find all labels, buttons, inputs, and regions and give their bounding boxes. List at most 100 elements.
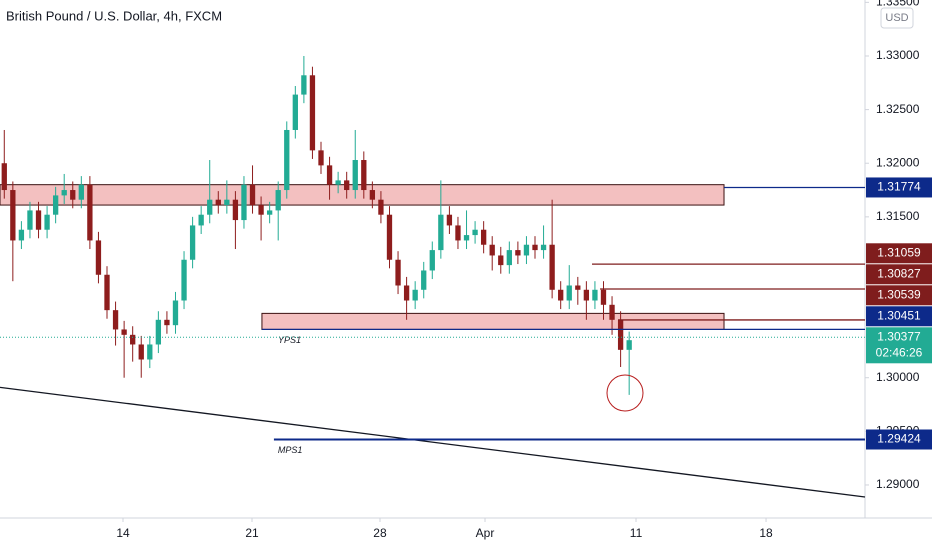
plot: YPS1 MPS1 [0, 55, 866, 498]
price-label-box [866, 264, 932, 285]
candle-body [403, 285, 410, 301]
candle-body [549, 244, 555, 290]
candle-body [395, 259, 401, 286]
candle-body [489, 244, 495, 256]
candle-body [463, 235, 470, 241]
candle-body [181, 259, 187, 301]
price-label: 1.30451 [877, 308, 921, 322]
candle-body [480, 229, 487, 245]
y-tick-label: 1.33500 [876, 0, 920, 9]
candle-body [609, 304, 615, 320]
candle-body [301, 75, 307, 95]
candle-body [626, 340, 632, 350]
candle-body [523, 244, 530, 256]
candle-body [421, 270, 427, 290]
current-price-label: 1.30377 [877, 329, 921, 343]
candle-body [70, 190, 76, 200]
candle-body [52, 195, 59, 215]
candle-body [198, 214, 204, 226]
zone [261, 312, 725, 330]
candle-body [224, 199, 230, 206]
candle-body [455, 225, 461, 241]
candle-body [35, 210, 42, 230]
x-tick-label: 11 [630, 526, 643, 540]
candle-body [266, 210, 273, 215]
level-label: MPS1 [278, 445, 303, 455]
candle-body [78, 184, 84, 200]
x-tick-label: 21 [245, 526, 259, 540]
candle-body [369, 190, 376, 200]
candle-body [112, 310, 119, 330]
candle-body [335, 180, 341, 185]
candle-body [326, 165, 333, 185]
candle-body [87, 184, 93, 241]
highlight-circle [606, 374, 644, 412]
trendline [0, 386, 866, 498]
candle-body [532, 244, 538, 251]
candle-body [232, 199, 239, 221]
candle-body [309, 75, 316, 151]
y-tick-label: 1.31500 [876, 209, 920, 223]
candle-body [600, 289, 607, 305]
candle-body [583, 289, 590, 301]
x-tick-label: 14 [116, 526, 130, 540]
x-tick-label: Apr [476, 526, 495, 540]
candle-body [172, 300, 179, 326]
candle-body [18, 229, 25, 241]
candle-body [207, 199, 213, 215]
candle-body [558, 289, 564, 301]
candle-body [138, 344, 144, 360]
countdown: 02:46:26 [876, 345, 923, 359]
candle-body [498, 255, 504, 266]
candle-body [284, 129, 290, 191]
x-tick-label: 28 [373, 526, 387, 540]
candle-body [386, 214, 393, 260]
candle-body [446, 214, 453, 226]
candle-body [1, 163, 7, 191]
currency: USD [885, 12, 908, 24]
candle-body [318, 150, 324, 166]
candle-body [429, 250, 435, 271]
price-label-box [866, 306, 932, 327]
price-label: 1.30539 [877, 287, 921, 301]
candle-body [189, 225, 196, 260]
candle-body [438, 214, 444, 251]
y-tick-label: 1.29000 [876, 477, 920, 491]
candle-body [249, 184, 256, 206]
candle-body [275, 190, 281, 211]
price-label-box [866, 285, 932, 306]
candle-body [344, 180, 350, 191]
price-label-box [866, 429, 932, 450]
candle-body [130, 334, 136, 345]
candle-body [412, 289, 418, 301]
y-tick-label: 1.30000 [876, 370, 920, 384]
candle-body [540, 244, 547, 251]
candle-body [575, 285, 581, 290]
axes: 1.33500 1.33000 1.32500 1.32000 1.31500 1.300… [116, 0, 932, 540]
y-tick-label: 1.33000 [876, 48, 920, 62]
candle-body [378, 199, 384, 215]
candle-body [104, 274, 110, 311]
candle-body [155, 319, 162, 345]
chart-title: British Pound / U.S. Dollar, 4h, FXCM [6, 8, 222, 23]
x-tick-label: 18 [759, 526, 773, 540]
candle-body [472, 229, 478, 236]
candle-body [592, 289, 598, 301]
zone-label: YPS1 [278, 335, 301, 345]
candle-body [164, 319, 170, 326]
candle-body [258, 205, 264, 215]
y-tick-label: 1.32000 [876, 155, 920, 169]
candle-body [515, 250, 521, 256]
candle-body [147, 344, 153, 360]
candle-body [121, 329, 127, 335]
candle-body [292, 94, 298, 130]
candle-body [61, 190, 67, 196]
price-label: 1.31059 [877, 245, 921, 259]
candle-body [44, 214, 50, 230]
currency-box[interactable] [880, 7, 914, 29]
candle-body [506, 250, 512, 266]
candle-body [361, 160, 367, 191]
candle-body [617, 319, 624, 350]
price-label: 1.29424 [877, 432, 921, 446]
